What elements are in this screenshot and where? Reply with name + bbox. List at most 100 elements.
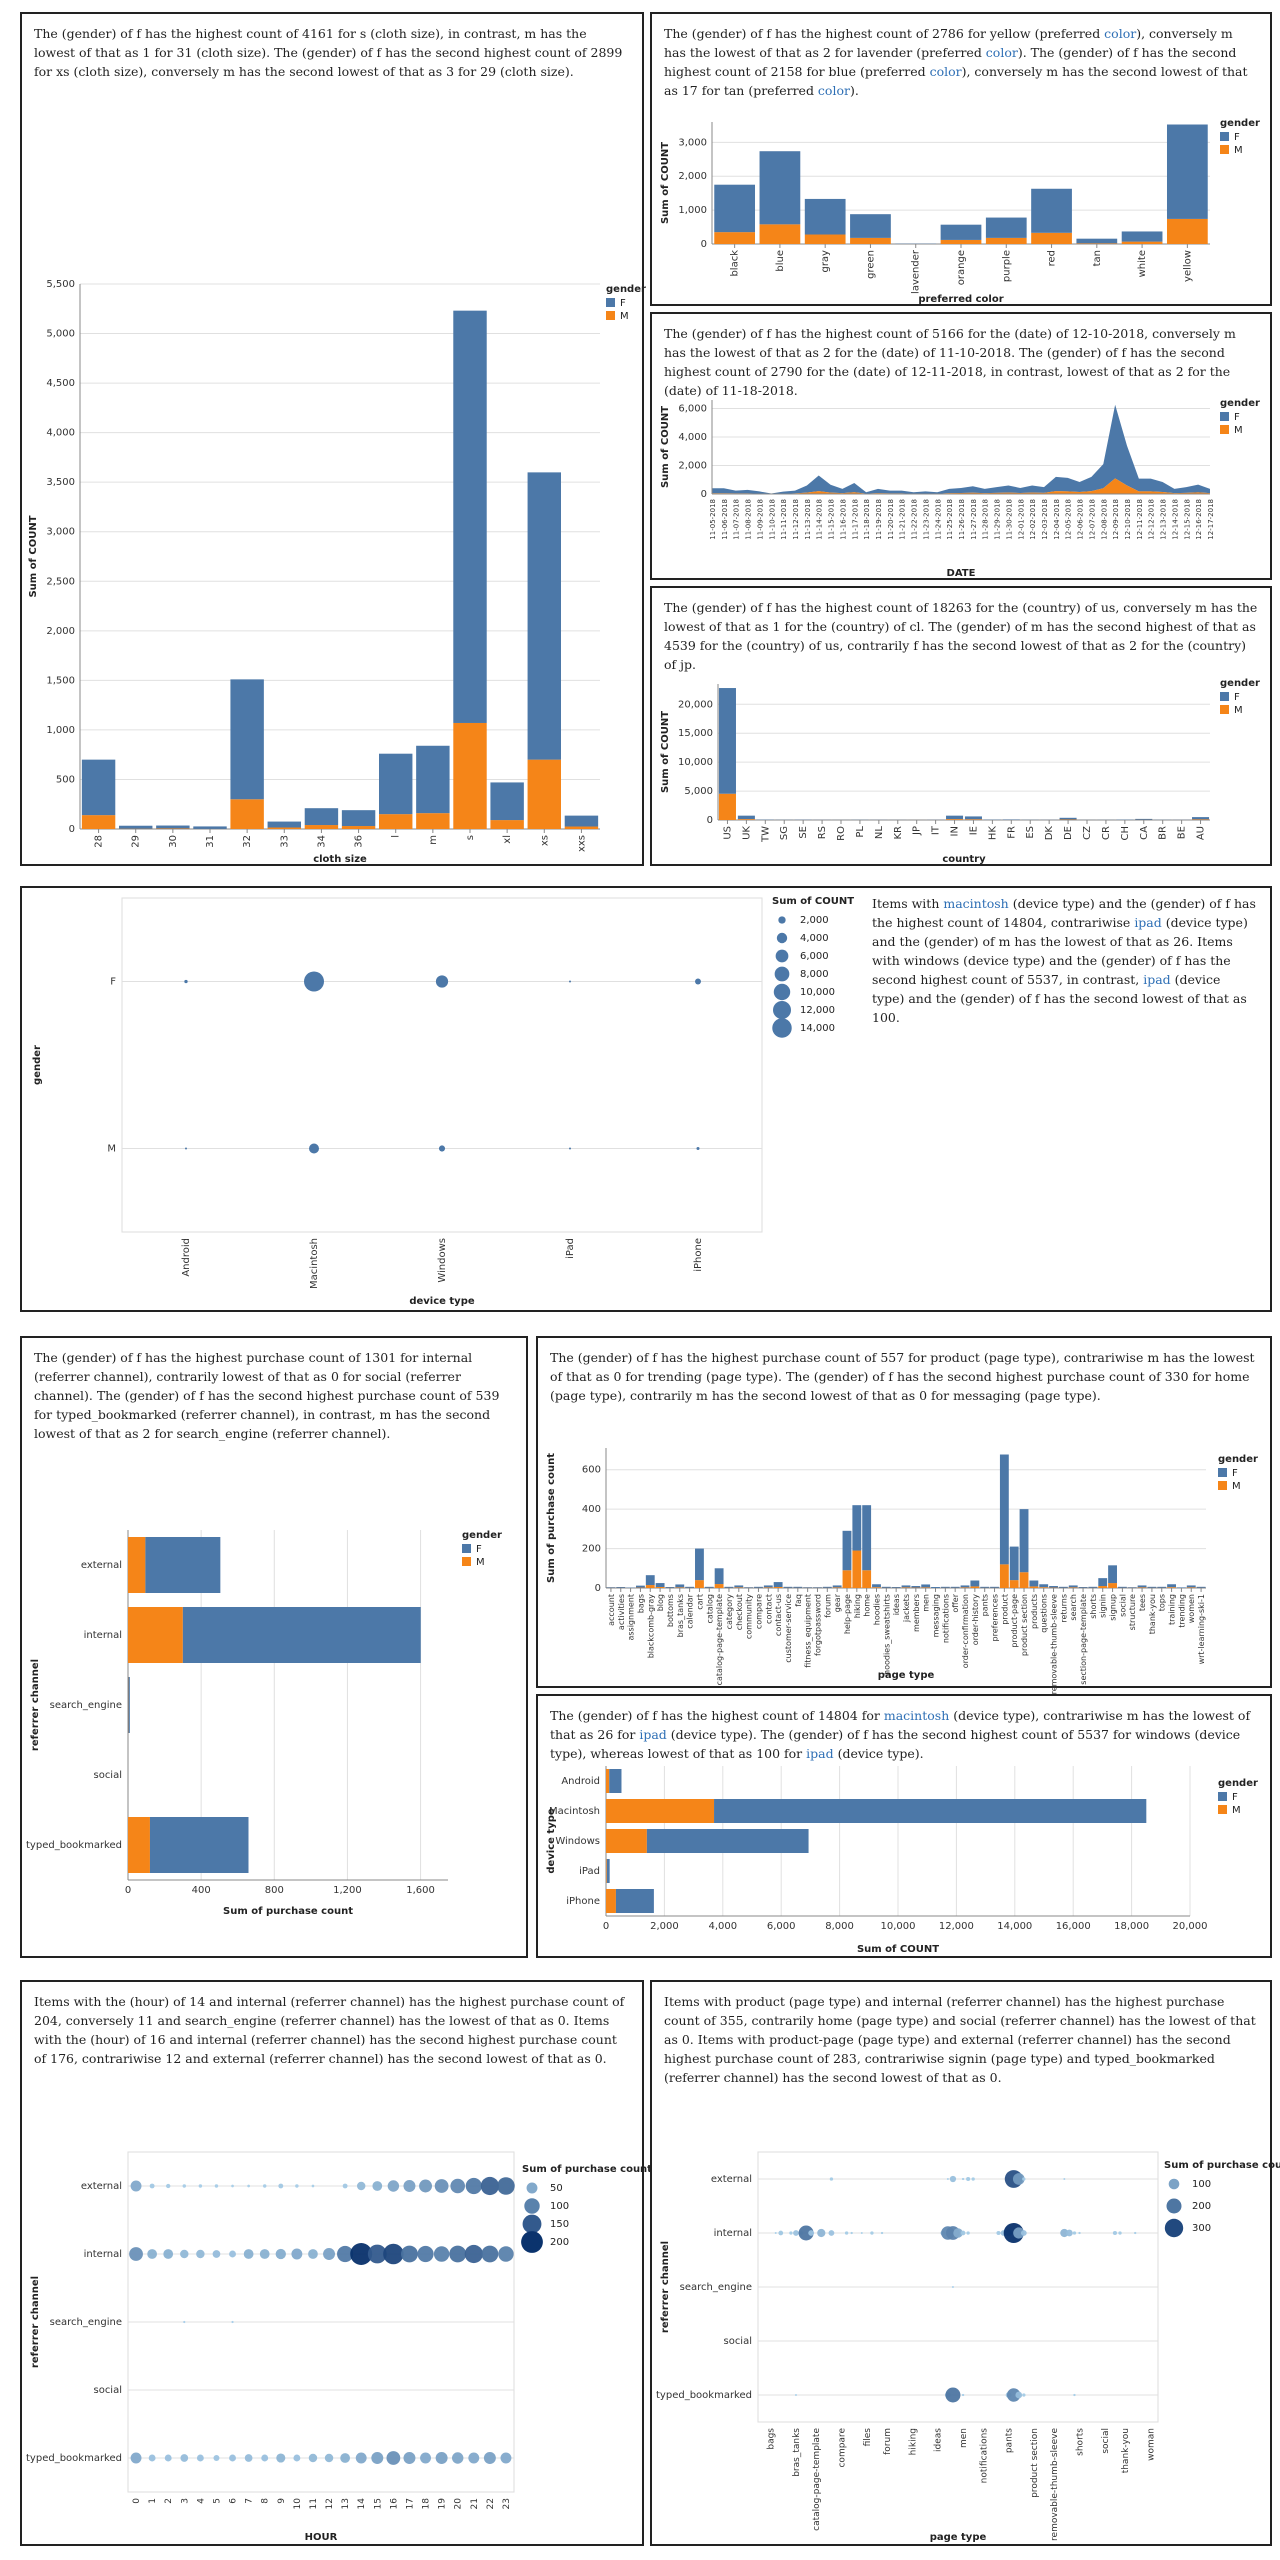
size-legend-circle: [772, 1018, 792, 1038]
y-tick-label: F: [110, 977, 116, 988]
x-tick-label: blog: [656, 1594, 665, 1611]
bubble-point: [420, 2452, 431, 2464]
bar-f: [901, 1585, 911, 1588]
y-tick-label: 5,000: [684, 786, 713, 797]
x-tick-label: 11-30-2018: [1005, 499, 1013, 540]
y-tick-label: 5,000: [46, 329, 75, 340]
x-tick-label: returns: [1059, 1594, 1068, 1623]
bar-f: [156, 825, 190, 829]
bubble-point: [971, 2177, 975, 2181]
x-tick-label: men: [922, 1594, 931, 1612]
bar-m: [901, 1587, 911, 1588]
bar-f: [803, 1587, 813, 1588]
y-axis-label: Sum of COUNT: [660, 142, 671, 224]
caption-cloth-size: The (gender) of f has the highest count …: [34, 24, 630, 81]
caption-highlight: color: [985, 45, 1018, 60]
bubble-point: [244, 2454, 253, 2462]
bubble-point: [308, 2249, 318, 2259]
y-tick-label: 4,000: [46, 428, 75, 439]
bubble-point: [1118, 2231, 1122, 2235]
bar-f: [490, 782, 524, 821]
x-tick-label: SE: [798, 826, 809, 839]
x-tick-label: training: [1168, 1594, 1177, 1625]
bar-f: [606, 1587, 616, 1588]
bar-f: [850, 214, 891, 238]
x-tick-label: HK: [987, 826, 998, 841]
x-tick-label: 2: [164, 2498, 174, 2504]
x-tick-label: 12,000: [939, 1921, 974, 1932]
caption-page-type: The (gender) of f has the highest purcha…: [550, 1348, 1258, 1405]
y-tick-label: search_engine: [50, 1700, 122, 1711]
bar-f: [685, 1586, 695, 1588]
x-tick-label: order-confirmation: [961, 1594, 970, 1668]
x-tick-label: pants: [1005, 2428, 1015, 2453]
x-tick-label: 11-17-2018: [851, 499, 859, 540]
bar-m: [564, 826, 599, 829]
bar-f: [911, 1586, 921, 1588]
x-tick-label: 11-21-2018: [899, 499, 907, 540]
chart-date: 0 2,000 4,000 6,000 11-05-2018 11-06-2018 11-0…: [660, 398, 1260, 579]
x-tick-label: xl: [502, 835, 513, 844]
x-tick-label: product: [1000, 1594, 1009, 1625]
bar-m: [128, 1537, 146, 1593]
bar-f: [615, 1889, 654, 1913]
size-legend-circle: [1164, 2218, 1184, 2238]
caption-country: The (gender) of f has the highest count …: [664, 598, 1258, 674]
x-tick-label: 16,000: [1056, 1921, 1091, 1932]
legend-swatch-f: [1220, 132, 1229, 141]
caption-device-gender: Items with macintosh (device type) and t…: [872, 894, 1256, 1027]
bubble-point: [1022, 2393, 1026, 2397]
bubble-point: [184, 979, 188, 984]
chart-cloth-size: 0 500 1,000 1,500 2,000 2,500 3,000 3,500 4,000 4…: [28, 279, 646, 865]
chart-preferred-color: 0 1,000 2,000 3,000 black blue gray green lavend…: [660, 118, 1260, 305]
x-tick-label: 0: [125, 1885, 131, 1896]
x-tick-label: 8,000: [825, 1921, 854, 1932]
x-tick-label: 12-15-2018: [1183, 499, 1191, 540]
x-tick-label: contact: [764, 1594, 773, 1624]
x-tick-label: DE: [1063, 826, 1074, 840]
x-tick-label: 800: [265, 1885, 284, 1896]
bubble-point: [311, 2184, 315, 2188]
x-tick-label: 3: [180, 2498, 190, 2504]
x-tick-label: 30: [168, 835, 179, 848]
bubble-point: [243, 2249, 254, 2259]
size-legend-circle: [521, 2231, 543, 2253]
bar-m: [804, 234, 846, 244]
x-tick-label: 12: [325, 2498, 335, 2509]
bubble-point: [262, 2184, 267, 2188]
bubble-point: [383, 2243, 404, 2265]
bar-m: [695, 1580, 704, 1588]
x-tick-label: 5: [212, 2498, 222, 2504]
x-tick-label: 19: [438, 2498, 448, 2510]
bar-m: [985, 237, 1027, 244]
bar-m: [645, 1585, 655, 1588]
bubble-point: [696, 1146, 700, 1151]
bar-f: [1031, 188, 1072, 233]
bubble-point: [148, 2454, 156, 2462]
x-tick-label: BE: [1177, 826, 1188, 839]
x-tick-label: signup: [1109, 1594, 1118, 1621]
bar-f: [1157, 1586, 1167, 1588]
bubble-point: [1134, 2231, 1137, 2235]
x-tick-label: 11-05-2018: [709, 499, 717, 540]
bubble-point: [259, 2249, 270, 2259]
x-tick-label: 8: [261, 2498, 271, 2504]
bar-f: [81, 759, 116, 816]
bar-f: [1076, 238, 1118, 244]
x-tick-label: IT: [931, 825, 942, 835]
bubble-point: [247, 2184, 250, 2188]
bubble-point: [198, 2184, 203, 2188]
x-tick-label: TW: [760, 826, 771, 843]
x-tick-label: red: [1047, 250, 1058, 266]
bubble-point: [817, 2228, 826, 2238]
legend-swatch-f: [1218, 1792, 1227, 1801]
x-tick-label: activities: [617, 1594, 626, 1630]
x-tick-label: DK: [1044, 826, 1055, 841]
x-tick-label: 12-03-2018: [1041, 499, 1049, 540]
x-tick-label: 11-25-2018: [946, 499, 954, 540]
bar-f: [655, 1583, 665, 1588]
x-tick-label: 1,600: [406, 1885, 435, 1896]
x-tick-label: 11-08-2018: [745, 499, 753, 540]
bubble-point: [185, 1147, 187, 1150]
